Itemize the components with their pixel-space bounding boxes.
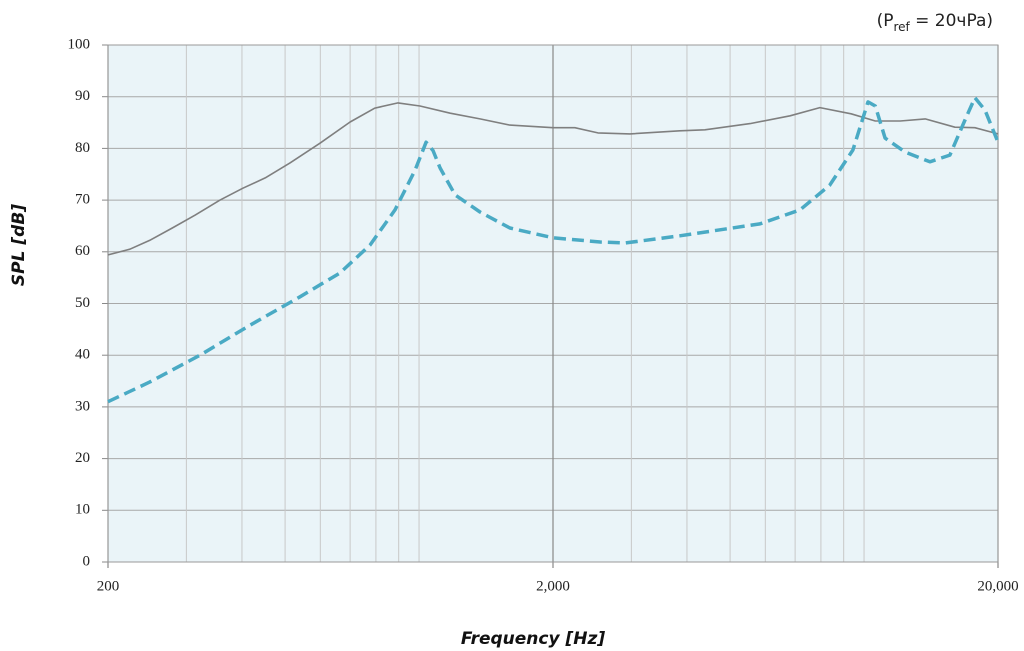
y-tick-label: 50 [75,295,90,311]
x-tick-label: 2,000 [536,578,570,594]
y-tick-label: 20 [75,450,90,466]
x-tick-label: 200 [97,578,120,594]
y-tick-label: 90 [75,88,90,104]
x-axis-title: Frequency [Hz] [461,629,606,649]
series-line [107,95,1000,404]
annotation: (Pref = 20чPa) [877,11,993,34]
annotation-text: = 20чPa) [910,11,993,31]
series-line [107,102,999,256]
grid [102,44,999,568]
y-tick-label: 10 [75,502,90,518]
y-tick-label: 30 [75,398,90,414]
y-axis-title: SPL [dB] [9,204,29,286]
annotation-text: (P [877,11,894,31]
y-tick-label: 100 [68,36,91,52]
x-tick-label: 20,000 [977,578,1018,594]
annotation-subscript: ref [893,20,910,34]
lines [107,95,1000,404]
y-tick-label: 70 [75,192,90,208]
y-tick-label: 80 [75,140,90,156]
y-tick-label: 40 [75,347,90,363]
y-tick-label: 0 [83,553,91,569]
y-tick-label: 60 [75,243,90,259]
plot-border [107,44,999,563]
